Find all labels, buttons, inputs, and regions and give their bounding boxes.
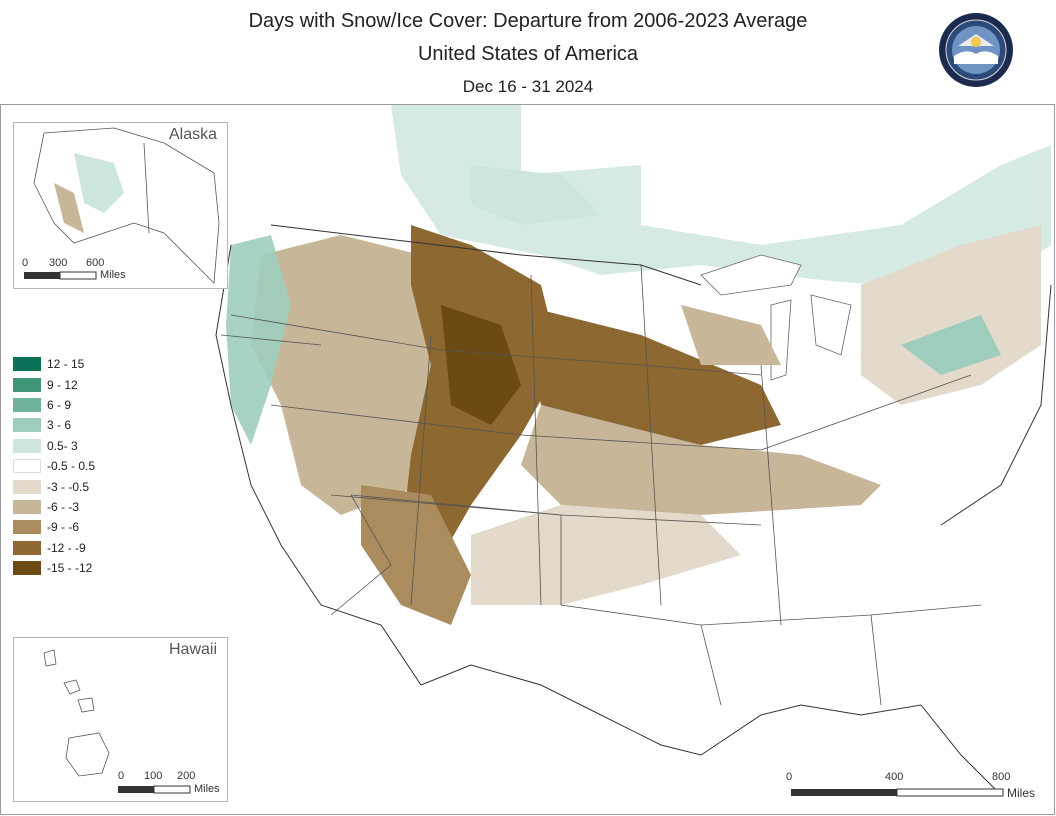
alaska-scale-graphic <box>24 271 97 280</box>
legend-swatch <box>13 520 41 535</box>
legend-swatch <box>13 540 41 555</box>
hawaii-scale-tick-0: 0 <box>118 770 125 782</box>
legend-item: -6 - -3 <box>13 497 133 517</box>
hawaii-map <box>43 649 110 777</box>
alaska-scale-unit: Miles <box>100 269 126 281</box>
legend-swatch <box>13 459 41 474</box>
legend-swatch <box>13 438 41 453</box>
legend-label: 9 - 12 <box>47 377 78 392</box>
main-scale-tick-2: 800 <box>992 771 1011 783</box>
legend-swatch <box>13 418 41 433</box>
legend-item: -15 - -12 <box>13 558 133 578</box>
legend-item: 9 - 12 <box>13 374 133 394</box>
hawaii-inset: Hawaii 0 100 200 Miles <box>13 637 228 802</box>
hawaii-scale-tick-2: 200 <box>177 770 196 782</box>
hawaii-scale-unit: Miles <box>194 783 220 795</box>
alaska-scale-tick-1: 300 <box>49 257 68 269</box>
legend-label: 6 - 9 <box>47 397 72 412</box>
main-scale-bar: 0 400 800 Miles <box>781 771 1051 811</box>
alaska-scale-tick-0: 0 <box>22 257 29 269</box>
alaska-scale-tick-2: 600 <box>86 257 105 269</box>
map-title-block: Days with Snow/Ice Cover: Departure from… <box>0 0 1056 104</box>
legend-item: 12 - 15 <box>13 354 133 374</box>
legend-swatch <box>13 499 41 514</box>
alaska-inset: Alaska 0 300 600 Miles <box>13 122 228 289</box>
alaska-inset-label: Alaska <box>168 126 217 143</box>
legend-swatch <box>13 357 41 372</box>
legend-swatch <box>13 397 41 412</box>
hawaii-inset-label: Hawaii <box>168 641 217 658</box>
hawaii-scale-tick-1: 100 <box>144 770 163 782</box>
map-subtitle: United States of America <box>417 43 639 65</box>
alaska-map <box>33 127 220 284</box>
legend-label: -3 - -0.5 <box>47 479 90 494</box>
legend-label: -6 - -3 <box>47 499 80 514</box>
legend-item: -0.5 - 0.5 <box>13 456 133 476</box>
legend-swatch <box>13 377 41 392</box>
legend-label: 0.5- 3 <box>47 438 78 453</box>
legend-swatch <box>13 479 41 494</box>
legend-label: -9 - -6 <box>47 520 80 535</box>
main-scale-unit: Miles <box>1007 786 1036 800</box>
legend-swatch <box>13 561 41 576</box>
legend: 12 - 15 9 - 12 6 - 9 3 - 6 0.5- 3 -0.5 -… <box>13 354 133 578</box>
legend-item: 3 - 6 <box>13 415 133 435</box>
agency-seal-icon <box>939 13 1013 87</box>
main-scale-graphic <box>791 788 1004 797</box>
legend-item: -3 - -0.5 <box>13 476 133 496</box>
legend-label: 12 - 15 <box>47 357 85 372</box>
map-title: Days with Snow/Ice Cover: Departure from… <box>248 10 808 32</box>
legend-label: -0.5 - 0.5 <box>47 459 96 474</box>
legend-item: 0.5- 3 <box>13 436 133 456</box>
legend-item: -12 - -9 <box>13 538 133 558</box>
legend-label: 3 - 6 <box>47 418 72 433</box>
legend-item: 6 - 9 <box>13 395 133 415</box>
main-scale-tick-0: 0 <box>786 771 793 783</box>
hawaii-scale-graphic <box>118 785 191 794</box>
legend-label: -12 - -9 <box>47 540 86 555</box>
map-date-range: Dec 16 - 31 2024 <box>462 77 594 96</box>
main-scale-tick-1: 400 <box>885 771 904 783</box>
legend-label: -15 - -12 <box>47 561 93 576</box>
legend-item: -9 - -6 <box>13 517 133 537</box>
